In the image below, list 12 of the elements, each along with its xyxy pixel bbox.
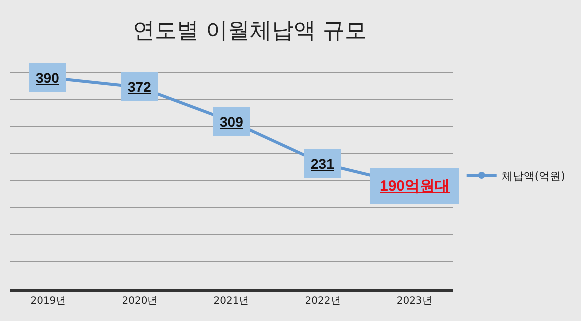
x-tick-label: 2021년 (214, 296, 250, 307)
chart-title: 연도별 이월체납액 규모 (132, 18, 367, 44)
data-label: 309 (220, 114, 244, 130)
x-tick-label: 2022년 (305, 296, 341, 307)
x-tick-label: 2023년 (396, 296, 432, 307)
x-tick-label: 2020년 (122, 296, 158, 307)
data-label: 231 (311, 156, 335, 172)
x-tick-label: 2019년 (30, 296, 66, 307)
data-label: 372 (128, 79, 152, 95)
data-label: 390 (36, 70, 60, 86)
legend-label: 체납액(억원) (502, 170, 566, 183)
data-label: 190억원대 (380, 178, 450, 195)
